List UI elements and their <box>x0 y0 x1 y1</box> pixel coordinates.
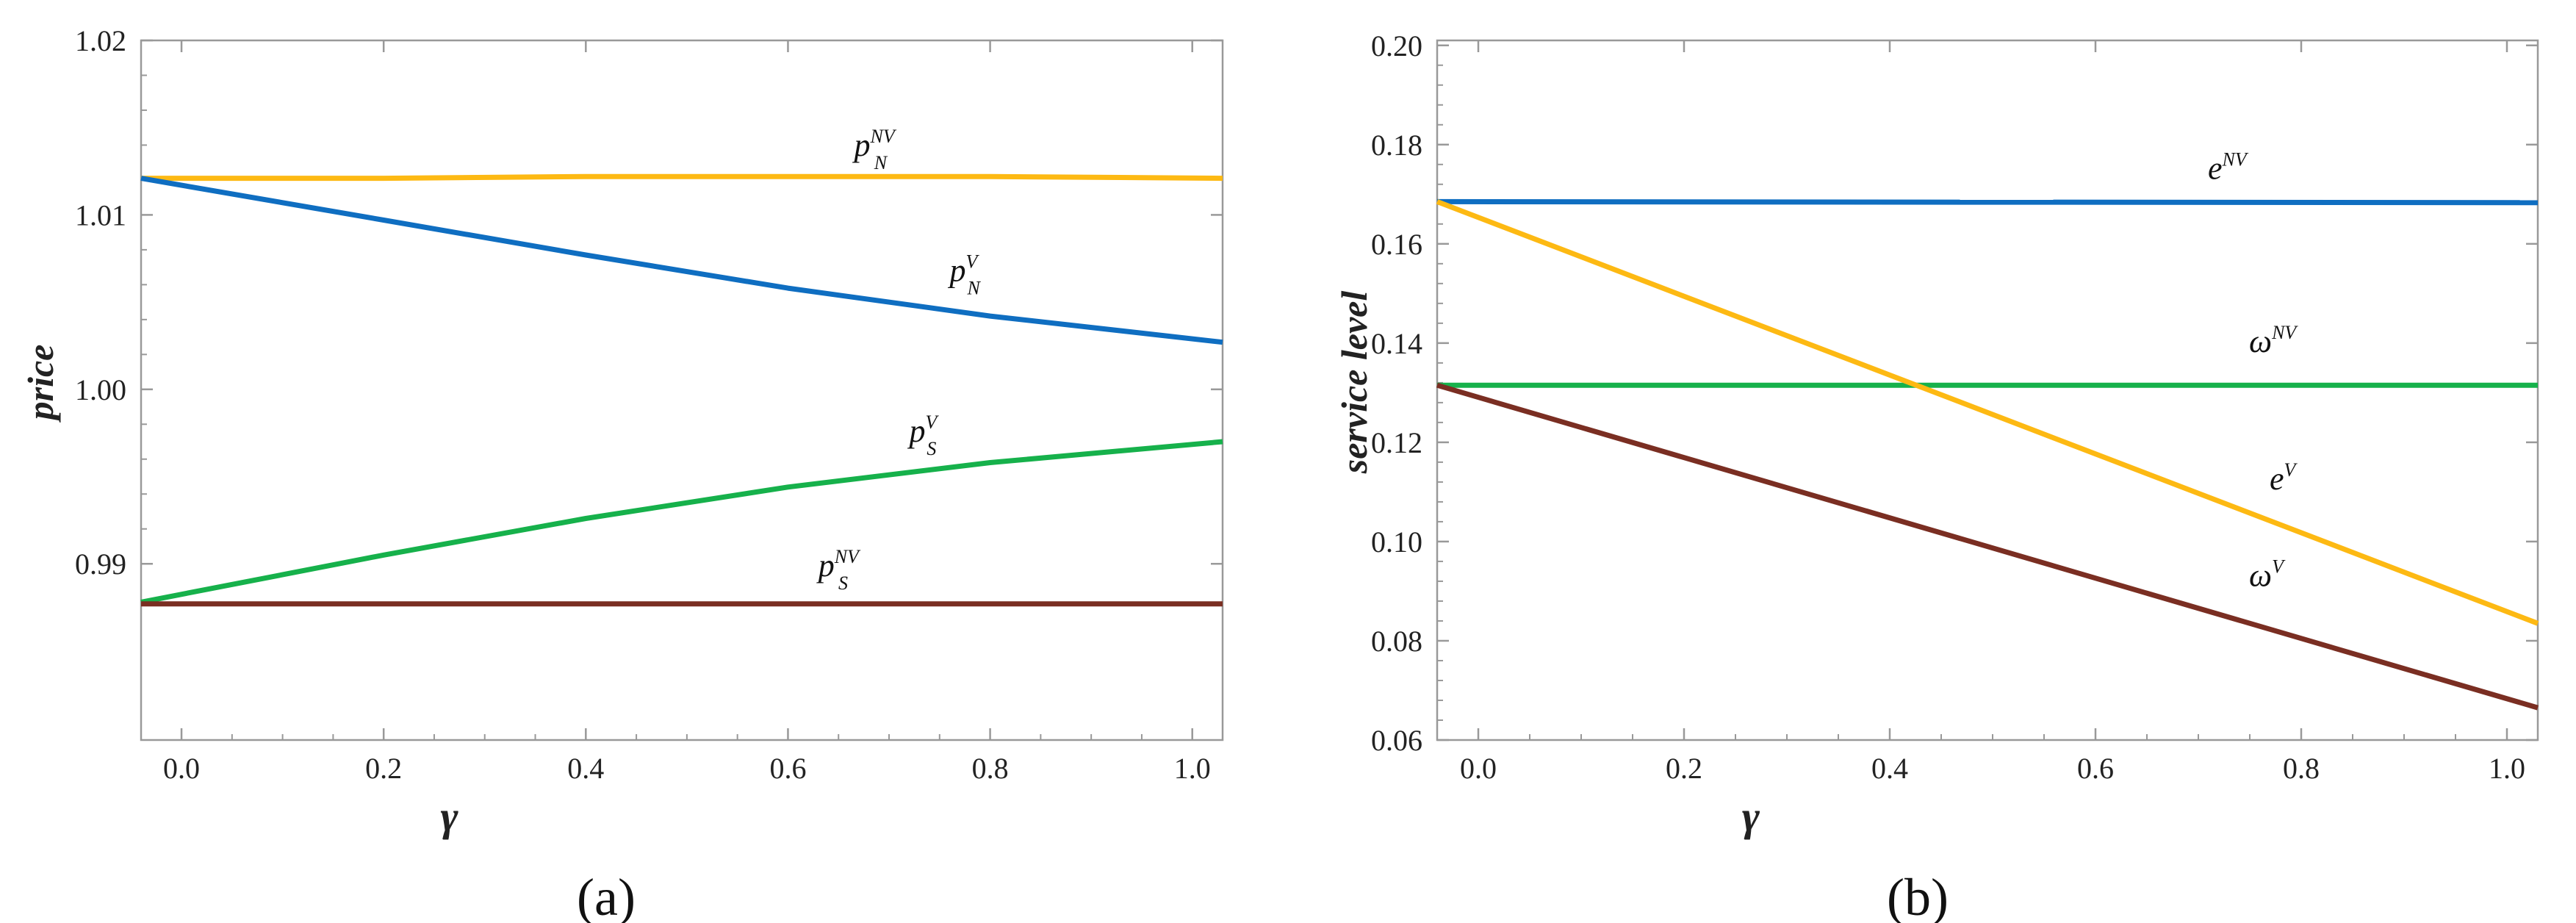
x-tick-label: 0.2 <box>365 752 402 785</box>
y-tick-label: 1.00 <box>75 373 126 406</box>
y-tick-label: 0.08 <box>1371 625 1422 658</box>
y-tick-label: 0.14 <box>1371 327 1422 360</box>
series-label: pNV N <box>852 126 897 173</box>
series-line-p_S^V <box>140 439 1223 605</box>
series-label: ωV <box>2249 556 2286 593</box>
series-label: eV <box>2270 459 2298 497</box>
x-tick-label: 0.8 <box>972 752 1009 785</box>
x-tick-label: 0.4 <box>1871 752 1908 785</box>
x-tick-label: 1.0 <box>2489 752 2525 785</box>
x-tick-label: 0.6 <box>2077 752 2114 785</box>
x-tick-label: 0.2 <box>1666 752 1702 785</box>
y-tick-label: 0.16 <box>1371 228 1422 261</box>
series-line-p_N^NV <box>141 173 1223 182</box>
x-tick-label: 0.0 <box>1460 752 1497 785</box>
x-tick-label: 1.0 <box>1174 752 1211 785</box>
y-tick-label: 0.12 <box>1371 426 1422 459</box>
plot-frame <box>140 39 1224 741</box>
panel-label: (a) <box>577 868 636 923</box>
series-label: ωNV <box>2249 322 2298 359</box>
x-tick-label: 0.0 <box>163 752 200 785</box>
plot-frame <box>1436 39 2539 741</box>
series-line-ω^V <box>1436 382 2539 711</box>
series-label: pV N <box>948 251 982 299</box>
x-tick-label: 0.6 <box>769 752 806 785</box>
y-tick-label: 0.06 <box>1371 724 1422 757</box>
y-tick-label: 1.01 <box>75 198 126 231</box>
y-axis-label: service level <box>1334 291 1375 475</box>
x-tick-label: 0.8 <box>2283 752 2320 785</box>
series-line-e^NV <box>1436 198 2539 206</box>
panel-label: (b) <box>1887 868 1949 923</box>
x-tick-label: 0.4 <box>567 752 604 785</box>
y-tick-label: 0.18 <box>1371 129 1422 162</box>
y-axis-label: price <box>20 345 61 423</box>
chart-panel-a: 0.99 1.00 1.01 1.02 0.0 0.2 0.4 0.6 0.8 1.0 price γ… <box>20 24 1224 923</box>
y-tick-label: 0.10 <box>1371 525 1422 559</box>
chart-panel-b: 0.06 0.08 0.10 0.12 0.14 0.16 0.18 0.20 0.0 0.2 0.… <box>1334 29 2539 923</box>
x-axis-label: γ <box>440 792 458 840</box>
y-tick-label: 0.20 <box>1371 29 1422 62</box>
y-tick-label: 0.99 <box>75 547 126 581</box>
series-label: pV S <box>907 412 940 459</box>
series-label: eNV <box>2208 148 2249 186</box>
series-line-p_N^V <box>140 176 1223 345</box>
y-tick-label: 1.02 <box>75 24 126 57</box>
series-line-e^V <box>1436 199 2539 626</box>
x-axis-label: γ <box>1742 792 1760 840</box>
series-label: pNV S <box>816 546 861 594</box>
